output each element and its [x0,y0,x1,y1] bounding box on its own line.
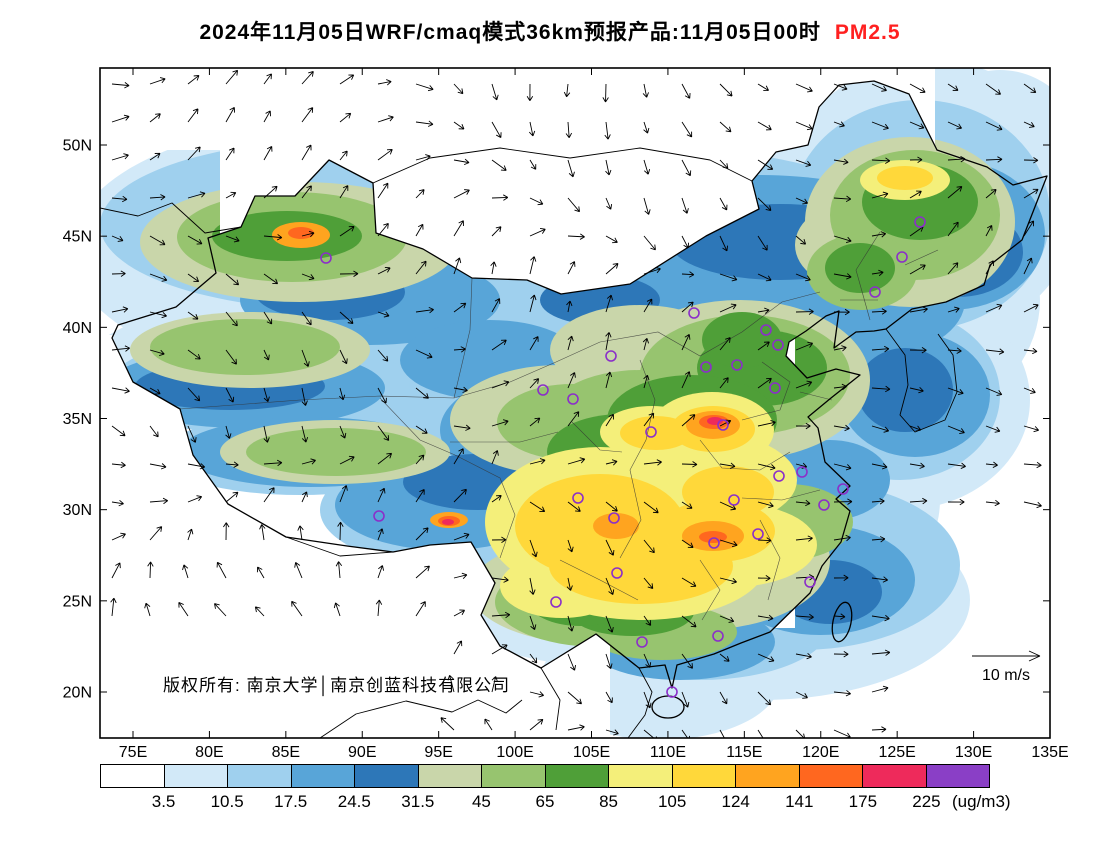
lat-axis-label: 30N [63,502,92,519]
colorbar-segment [926,765,989,787]
lat-axis: 50N 45N 40N 35N 30N 25N 20N [63,138,1050,702]
city-marker-circle [320,252,332,264]
wind-scale-arrow-icon [972,650,1041,662]
city-marker-circle [688,307,700,319]
city-marker-circle [708,537,720,549]
city-marker-circle [567,393,579,405]
nepal-border-line [285,536,394,557]
lat-axis-label: 25N [63,593,92,610]
wind-scale-legend: 10 m/s [972,650,1041,684]
lat-axis-label: 35N [63,411,92,428]
title-highlight: PM2.5 [834,21,901,44]
province-borders [179,231,939,621]
city-marker-circle [760,324,772,336]
china-outline [111,80,1048,689]
city-marker-circle [645,426,657,438]
colorbar [100,764,990,788]
lon-axis-label: 85E [272,744,300,761]
neighbor-borders [100,147,958,738]
city-marker-circle [537,384,549,396]
lon-axis-label: 75E [119,744,147,761]
wind-scale-label: 10 m/s [982,667,1030,684]
city-marker-circle [804,576,816,588]
lon-axis-label: 100E [496,744,533,761]
city-marker-circle [731,359,743,371]
city-marker-circle [914,216,926,228]
city-marker-circle [572,492,584,504]
lon-axis: 75E 80E 85E 90E 95E 100E 105E 110E 115E 120E 125E 1… [119,68,1069,761]
lat-axis-label: 45N [63,229,92,246]
indochina-border-line [540,667,561,731]
city-marker-circle [717,419,729,431]
city-marker-circle [818,499,830,511]
city-marker-circle [666,686,678,698]
lon-axis-label: 80E [195,744,223,761]
colorbar-unit: (ug/m3) [952,792,1011,811]
city-marker-circle [700,361,712,373]
lat-axis-label: 40N [63,320,92,337]
city-marker-circle [772,339,784,351]
lon-axis-label: 125E [878,744,915,761]
lon-axis-label: 105E [573,744,610,761]
colorbar-segment [545,765,609,787]
colorbar-segment [736,765,800,787]
city-marker-circle [373,510,385,522]
lat-axis-label: 20N [63,685,92,702]
colorbar-segment [101,765,165,787]
lon-axis-label: 110E [650,744,686,761]
mongolia-russia-border-line [372,147,753,184]
city-marker-circle [869,286,881,298]
city-marker-circle [769,382,781,394]
colorbar-segment [609,765,673,787]
city-marker-circle [712,630,724,642]
lat-axis-label: 50N [63,138,92,155]
south-asia-border-line [319,699,523,738]
colorbar-segment [863,765,927,787]
colorbar-segment [418,765,482,787]
city-marker-circle [550,596,562,608]
city-marker-circle [773,470,785,482]
copyright-text: 版权所有: 南京大学│南京创蓝科技有限公司 [163,675,510,697]
city-marker-circle [896,251,908,263]
colorbar-segment [228,765,292,787]
colorbar-segment [291,765,355,787]
lon-axis-label: 90E [348,744,376,761]
lon-axis-label: 130E [955,744,992,761]
city-marker-circle [611,567,623,579]
colorbar-segment [482,765,546,787]
city-marker-circle [837,483,849,495]
map-plot-area: 版权所有: 南京大学│南京创蓝科技有限公司 [100,68,1050,738]
colorbar-segment [164,765,228,787]
colorbar-segment [672,765,736,787]
lon-axis-label: 135E [1031,744,1068,761]
wind-vector-field [110,69,1042,738]
page-title: 2024年11月05日WRF/cmaq模式36km预报产品:11月05日00时 P… [0,16,1100,46]
colorbar-segment [355,765,419,787]
lon-axis-label: 95E [424,744,452,761]
colorbar-segment [799,765,863,787]
taiwan-island-outline [831,601,853,643]
city-marker-circle [728,494,740,506]
lon-axis-label: 115E [726,744,762,761]
city-markers [320,216,926,698]
city-marker-circle [636,636,648,648]
kazakh-border-line [100,202,242,234]
city-marker-circle [605,350,617,362]
korea-outline [885,328,958,433]
city-marker-circle [608,512,620,524]
pm25-contour-fill [100,68,1050,738]
map-frame [99,67,1051,739]
title-text: 2024年11月05日WRF/cmaq模式36km预报产品:11月05日00时 [199,21,821,44]
lon-axis-label: 120E [802,744,839,761]
city-marker-circle [796,466,808,478]
city-marker-circle [752,528,764,540]
